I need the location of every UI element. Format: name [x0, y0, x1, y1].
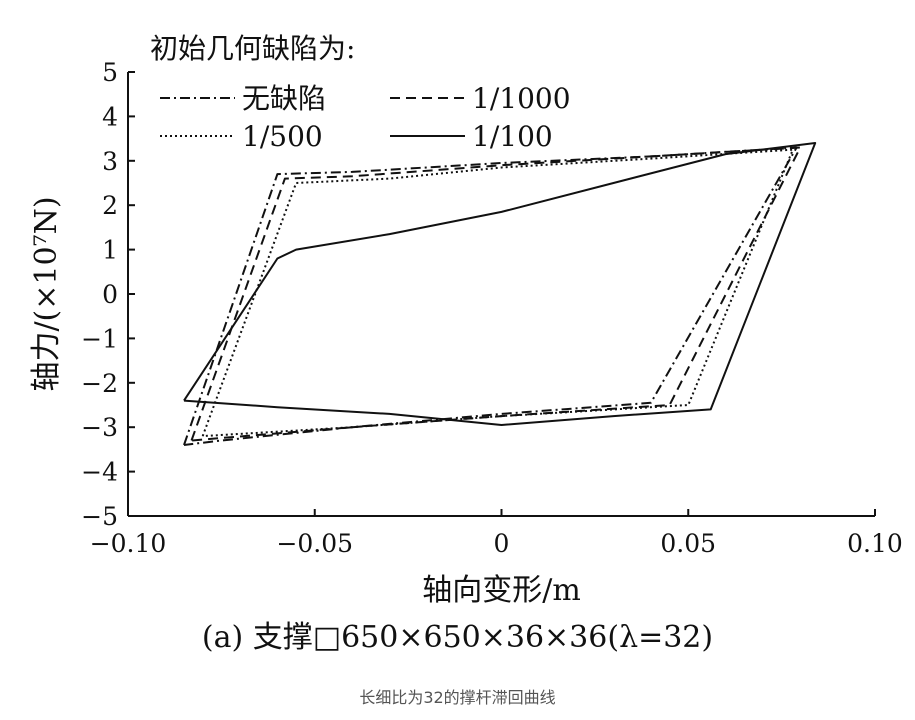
y-tick-label: −4: [81, 458, 118, 487]
y-tick-label: −1: [81, 324, 118, 353]
series-1-line: [183, 146, 798, 446]
x-tick-label: 0.05: [660, 529, 716, 558]
x-tick-label: 0.10: [847, 529, 903, 558]
x-axis-title: 轴向变形/m: [422, 573, 581, 608]
y-tick-label: 4: [102, 102, 118, 131]
series-2-line: [190, 146, 802, 442]
legend-label: 1/100: [472, 120, 553, 153]
y-tick-label: 1: [102, 236, 118, 265]
y-tick-label: −2: [81, 369, 118, 398]
legend-label: 1/1000: [472, 82, 571, 115]
y-axis-title: 轴力/(×10⁷N): [29, 196, 64, 391]
series-3-line: [201, 148, 794, 438]
x-tick-label: 0: [494, 529, 510, 558]
y-tick-label: −5: [81, 502, 118, 531]
y-tick-label: −3: [81, 413, 118, 442]
legend-label: 无缺陷: [242, 82, 326, 115]
x-tick-label: −0.05: [276, 529, 353, 558]
series-4-line: [183, 142, 817, 426]
y-tick-label: 5: [102, 58, 118, 87]
figure-caption: 长细比为32的撑杆滞回曲线: [359, 688, 556, 707]
y-tick-label: 2: [102, 191, 118, 220]
tick-labels: 5 4 3 2 1 0 −1 −2 −3 −4 −5−0.10 −0.05 0 0.05 0.10: [81, 58, 903, 558]
y-tick-label: 3: [102, 147, 118, 176]
legend: 初始几何缺陷为: 无缺陷 1/1000 1/500 1/100: [150, 32, 571, 153]
chart-subtitle: (a) 支撑□650×650×36×36(λ=32): [201, 620, 714, 655]
y-tick-label: 0: [102, 280, 118, 309]
axes-layer: [127, 71, 876, 517]
curves-layer: [183, 142, 817, 446]
x-tick-label: −0.10: [90, 529, 167, 558]
legend-title: 初始几何缺陷为:: [150, 32, 355, 65]
legend-label: 1/500: [242, 120, 323, 153]
